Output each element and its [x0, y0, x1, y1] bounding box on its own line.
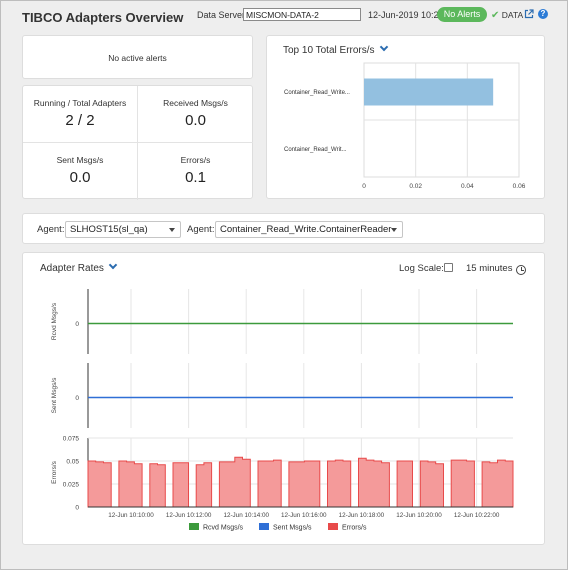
top-errors-title[interactable]: Top 10 Total Errors/s — [283, 42, 388, 56]
agent-filter-bar: Agent: SLHOST15(sl_qa) Agent: Container_… — [22, 213, 545, 244]
external-link-icon[interactable] — [524, 9, 534, 19]
x-tick-label: 0.04 — [461, 183, 474, 190]
category-label: Container_Read_Write... — [284, 90, 350, 96]
received-msgs-value: 0.0 — [185, 112, 206, 129]
agent-host-value: SLHOST15(sl_qa) — [70, 224, 148, 235]
data-status: ✔ DATA — [491, 10, 523, 21]
header-bar: TIBCO Adapters Overview Data Server: 12-… — [0, 0, 568, 32]
y-tick-label: 0.025 — [63, 482, 80, 489]
y-axis-label: Rcvd Msgs/s — [51, 302, 58, 340]
legend-swatch — [259, 523, 269, 530]
agent-host-select[interactable]: SLHOST15(sl_qa) — [65, 221, 181, 238]
current-datetime: 12-Jun-2019 10:23 — [368, 10, 444, 20]
x-tick-label: 12-Jun 10:22:00 — [454, 512, 500, 519]
agent-label-1: Agent: — [37, 224, 65, 235]
x-tick-label: 0 — [362, 183, 366, 190]
y-tick-label: 0.05 — [66, 459, 79, 466]
page-title: TIBCO Adapters Overview — [22, 10, 184, 25]
x-tick-label: 0.02 — [409, 183, 422, 190]
log-scale-label: Log Scale: — [399, 263, 444, 274]
errors-value: 0.1 — [185, 169, 206, 186]
x-tick-label: 12-Jun 10:16:00 — [281, 512, 327, 519]
agent-adapter-value: Container_Read_Write.ContainerReader — [220, 224, 392, 235]
caret-down-icon — [169, 228, 175, 232]
rcvd-panel: Rcvd Msgs/s 0 — [51, 289, 513, 354]
agent-adapter-select[interactable]: Container_Read_Write.ContainerReader — [215, 221, 403, 238]
received-msgs-label: Received Msgs/s — [163, 98, 228, 108]
data-status-label: DATA — [501, 10, 524, 20]
top-errors-title-text: Top 10 Total Errors/s — [283, 45, 375, 56]
top-errors-bar-chart: 0 0.02 0.04 0.06 Container_Read_Write... Cont… — [284, 62, 526, 190]
caret-down-icon — [391, 228, 397, 232]
legend-label: Errors/s — [342, 525, 367, 532]
y-tick-label: 0.075 — [63, 436, 80, 443]
y-axis-label: Sent Msgs/s — [51, 377, 58, 414]
adapter-rates-title-text: Adapter Rates — [40, 263, 104, 274]
sent-msgs-value: 0.0 — [69, 169, 91, 186]
y-tick-label: 0 — [75, 505, 79, 512]
alerts-message: No active alerts — [108, 53, 167, 63]
log-scale-checkbox[interactable] — [444, 263, 453, 272]
time-range-label[interactable]: 15 minutes — [466, 263, 513, 274]
check-icon: ✔ — [491, 10, 500, 21]
legend-swatch — [189, 523, 199, 530]
received-msgs-metric: Received Msgs/s 0.0 — [138, 86, 253, 143]
legend-label: Rcvd Msgs/s — [203, 525, 244, 532]
running-adapters-value: 2 / 2 — [65, 112, 95, 129]
adapter-rates-panel: Adapter Rates Log Scale: 15 minutes Rcvd… — [22, 252, 545, 545]
running-adapters-label: Running / Total Adapters — [33, 98, 127, 108]
x-tick-label: 12-Jun 10:12:00 — [166, 512, 212, 519]
errors-panel: Errors/s 0 0.025 0.05 0.075 12-Jun 10:10:00 12… — [51, 436, 514, 519]
running-adapters-metric: Running / Total Adapters 2 / 2 — [23, 86, 138, 143]
x-tick-label: 0.06 — [513, 183, 526, 190]
x-tick-label: 12-Jun 10:18:00 — [339, 512, 385, 519]
adapter-rates-title[interactable]: Adapter Rates — [40, 260, 118, 274]
data-server-input[interactable] — [243, 8, 361, 21]
data-server-label: Data Server: — [197, 10, 248, 20]
errors-area — [87, 456, 514, 508]
sent-msgs-metric: Sent Msgs/s 0.0 — [23, 143, 138, 200]
adapter-rates-chart: Rcvd Msgs/s 0 Sent Msgs/s 0 Errors/s 0 0.025 0.… — [51, 289, 514, 532]
y-tick-label: 0 — [75, 395, 79, 402]
alerts-panel: No active alerts — [22, 35, 253, 79]
agent-label-2: Agent: — [187, 224, 215, 235]
x-tick-label: 12-Jun 10:20:00 — [396, 512, 442, 519]
x-tick-label: 12-Jun 10:10:00 — [108, 512, 154, 519]
help-icon[interactable]: ? — [538, 9, 548, 19]
clock-icon[interactable] — [516, 265, 526, 275]
category-label: Container_Read_Writ... — [284, 147, 347, 153]
sent-msgs-label: Sent Msgs/s — [56, 155, 104, 165]
error-bar — [364, 78, 494, 106]
y-tick-label: 0 — [75, 321, 79, 328]
x-tick-label: 12-Jun 10:14:00 — [223, 512, 269, 519]
alerts-status-badge[interactable]: No Alerts — [437, 7, 487, 22]
errors-label: Errors/s — [180, 155, 211, 165]
top-errors-panel: Top 10 Total Errors/s 0 0.02 0.04 0.06 Conta… — [266, 35, 545, 199]
legend-label: Sent Msgs/s — [273, 525, 312, 532]
metrics-panel: Running / Total Adapters 2 / 2 Received … — [22, 85, 253, 200]
legend-swatch — [328, 523, 338, 530]
errors-metric: Errors/s 0.1 — [138, 143, 253, 200]
sent-panel: Sent Msgs/s 0 — [51, 363, 513, 428]
y-axis-label: Errors/s — [51, 460, 58, 484]
